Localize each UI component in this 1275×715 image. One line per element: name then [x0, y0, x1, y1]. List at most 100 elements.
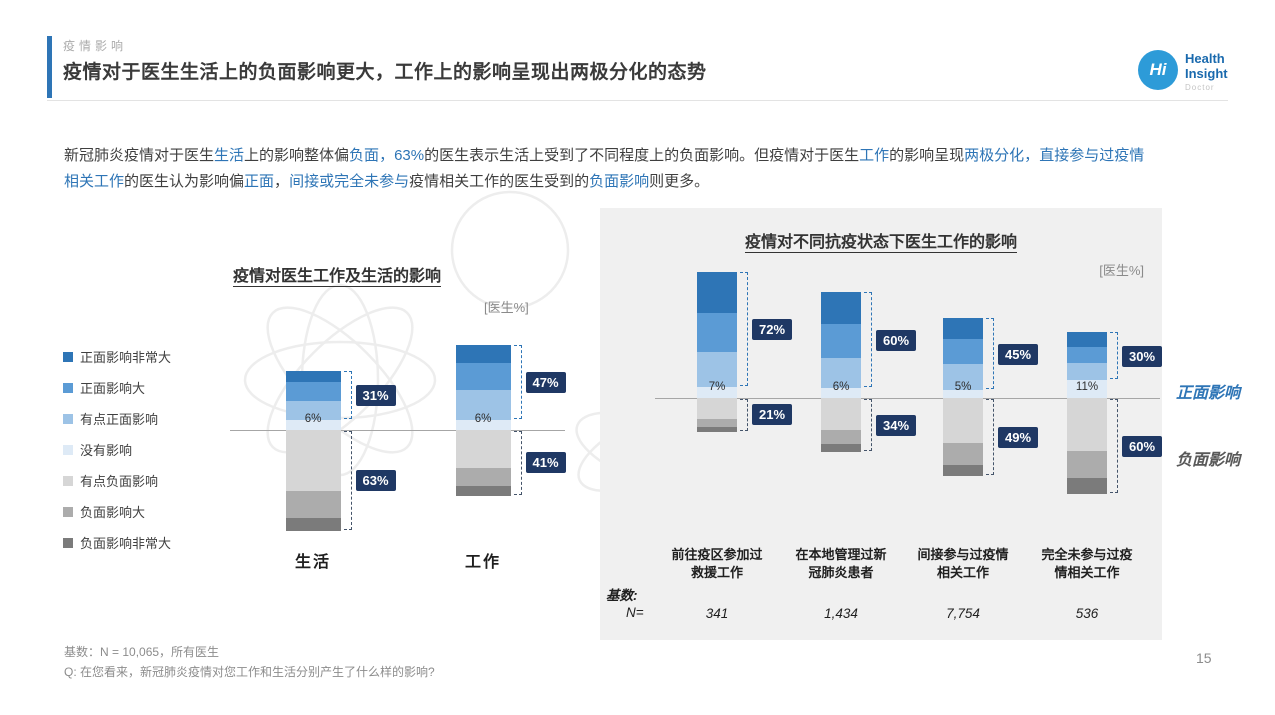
page-title: 疫情对于医生生活上的负面影响更大，工作上的影响呈现出两极分化的态势 [63, 62, 707, 83]
bar-segment-negative [285, 517, 341, 531]
bar-segment-positive [285, 381, 341, 402]
intro-text-run: 两极分化 [964, 147, 1025, 164]
bar-segment-positive [1067, 346, 1107, 363]
intro-text-run: 上的影响整体偏 [244, 147, 350, 164]
brand-name-line1: Health [1185, 51, 1225, 66]
negative-value-callout: 21% [752, 404, 793, 426]
category-label: 生活 [243, 552, 383, 574]
footer-question: Q: 在您看来，新冠肺炎疫情对您工作和生活分别产生了什么样的影响? [64, 665, 435, 679]
intro-text-run: 工作 [859, 147, 890, 164]
bar-segment-positive [455, 362, 511, 390]
bar-segment-positive [455, 345, 511, 363]
left-chart-unit-label: [医生%] [484, 300, 529, 315]
bar-segment-negative [1067, 397, 1107, 451]
negative-bracket [513, 431, 522, 495]
header-divider [47, 100, 1228, 101]
bar-segment-positive [455, 389, 511, 421]
chart-axis-line [655, 398, 1160, 399]
bar-segment-negative [943, 442, 983, 466]
base-n-value: 7,754 [946, 606, 980, 621]
bar-segment-positive [697, 351, 737, 387]
intro-text-run: 负面 [349, 147, 380, 164]
intro-text-run: 新冠肺炎疫情对于医生 [64, 147, 215, 164]
bar-segment-negative [455, 485, 511, 496]
bar-segment-positive [943, 318, 983, 339]
brand-logo-icon: Hi [1138, 50, 1178, 90]
negative-value-callout: 63% [355, 469, 396, 491]
chart-axis-line [230, 430, 565, 431]
positive-bracket [1110, 332, 1118, 380]
positive-bracket [864, 292, 872, 388]
positive-bracket [986, 318, 994, 389]
base-n-value: 536 [1075, 606, 1099, 621]
legend-item: 正面影响大 [63, 381, 171, 396]
negative-value-callout: 49% [998, 426, 1039, 448]
category-label-line: 间接参与过疫情 [917, 547, 1009, 562]
intro-text-run: 负面影响 [589, 172, 650, 190]
bar-segment-positive [821, 324, 861, 358]
intro-text-run: 的影响呈现 [889, 147, 965, 164]
bar-segment-negative [455, 468, 511, 486]
bar-segment-neutral [697, 386, 737, 398]
footer-base-note: 基数：N = 10,065，所有医生 [64, 645, 220, 659]
legend-item: 负面影响非常大 [63, 536, 172, 551]
negative-value-callout: 41% [525, 452, 566, 474]
right-chart-title: 疫情对不同抗疫状态下医生工作的影响 [744, 234, 1017, 251]
positive-value-callout: 47% [525, 372, 566, 394]
intro-text-run: 的医生认为影响偏 [124, 172, 245, 190]
bar-segment-negative [697, 397, 737, 419]
bar-segment-neutral [821, 388, 861, 398]
positive-value-callout: 30% [1122, 345, 1163, 367]
base-label: 基数: [606, 588, 638, 603]
positive-value-callout: 60% [876, 329, 917, 351]
legend-swatch [63, 475, 73, 486]
bar-segment-negative [821, 444, 861, 453]
stacked-bar [943, 318, 983, 477]
chart-legend: 正面影响非常大 正面影响大 有点正面影响 没有影响 有点负面影响 负面影响大 负面影响非常大 [63, 350, 171, 567]
brand-logo-wordmark: Health Insight Doctor [1185, 50, 1228, 92]
base-n-value: 1,434 [824, 606, 858, 621]
bar-segment-positive [697, 313, 737, 352]
n-equals-label: N= [626, 605, 644, 620]
bar-segment-negative [821, 397, 861, 430]
bar-segment-negative [697, 426, 737, 432]
bar-segment-positive [821, 357, 861, 389]
bar-segment-negative [285, 490, 341, 518]
legend-label: 负面影响非常大 [80, 536, 172, 551]
bar-segment-positive [1067, 332, 1107, 347]
positive-bracket [343, 370, 352, 420]
positive-impact-axis-label: 正面影响 [1176, 385, 1241, 402]
stacked-bar [285, 370, 341, 531]
legend-swatch [63, 537, 73, 548]
legend-label: 有点正面影响 [80, 412, 159, 427]
negative-bracket [864, 399, 872, 452]
neutral-value-label: 11% [1075, 381, 1099, 393]
bar-segment-positive [821, 292, 861, 325]
intro-text-run: 疫情相关工作的医生受到的 [409, 172, 590, 190]
legend-item: 没有影响 [63, 443, 171, 458]
left-chart-plot: 6% 31% 63% 生活 6% 47% 41% 工作 [230, 340, 575, 600]
category-label-line: 救援工作 [690, 565, 743, 581]
left-chart-section: 疫情对医生工作及生活的影响 [医生%] 正面影响非常大 正面影响大 有点正面影响 没有… [47, 255, 587, 600]
category-label: 完全未参与过疫 情相关工作 [1017, 546, 1157, 582]
bar-segment-positive [943, 364, 983, 390]
negative-bracket [343, 431, 352, 530]
positive-value-callout: 72% [752, 318, 793, 340]
category-label-line: 前往疫区参加过 [671, 547, 763, 562]
category-label-line: 生活 [294, 554, 331, 571]
bar-segment-negative [1067, 450, 1107, 478]
category-label: 前往疫区参加过 救援工作 [647, 546, 787, 582]
category-label-line: 情相关工作 [1054, 565, 1120, 581]
legend-swatch [63, 382, 73, 393]
title-accent-bar [47, 36, 52, 98]
intro-text-run: 63% [394, 147, 425, 164]
bar-segment-negative [285, 429, 341, 491]
bar-segment-negative [697, 418, 737, 427]
legend-item: 负面影响大 [63, 505, 171, 520]
left-chart-title: 疫情对医生工作及生活的影响 [232, 268, 441, 285]
neutral-value-label: 5% [954, 381, 972, 393]
stacked-bar [1067, 332, 1107, 494]
negative-bracket [1110, 399, 1118, 493]
legend-swatch [63, 506, 73, 517]
neutral-value-label: 6% [304, 413, 322, 425]
